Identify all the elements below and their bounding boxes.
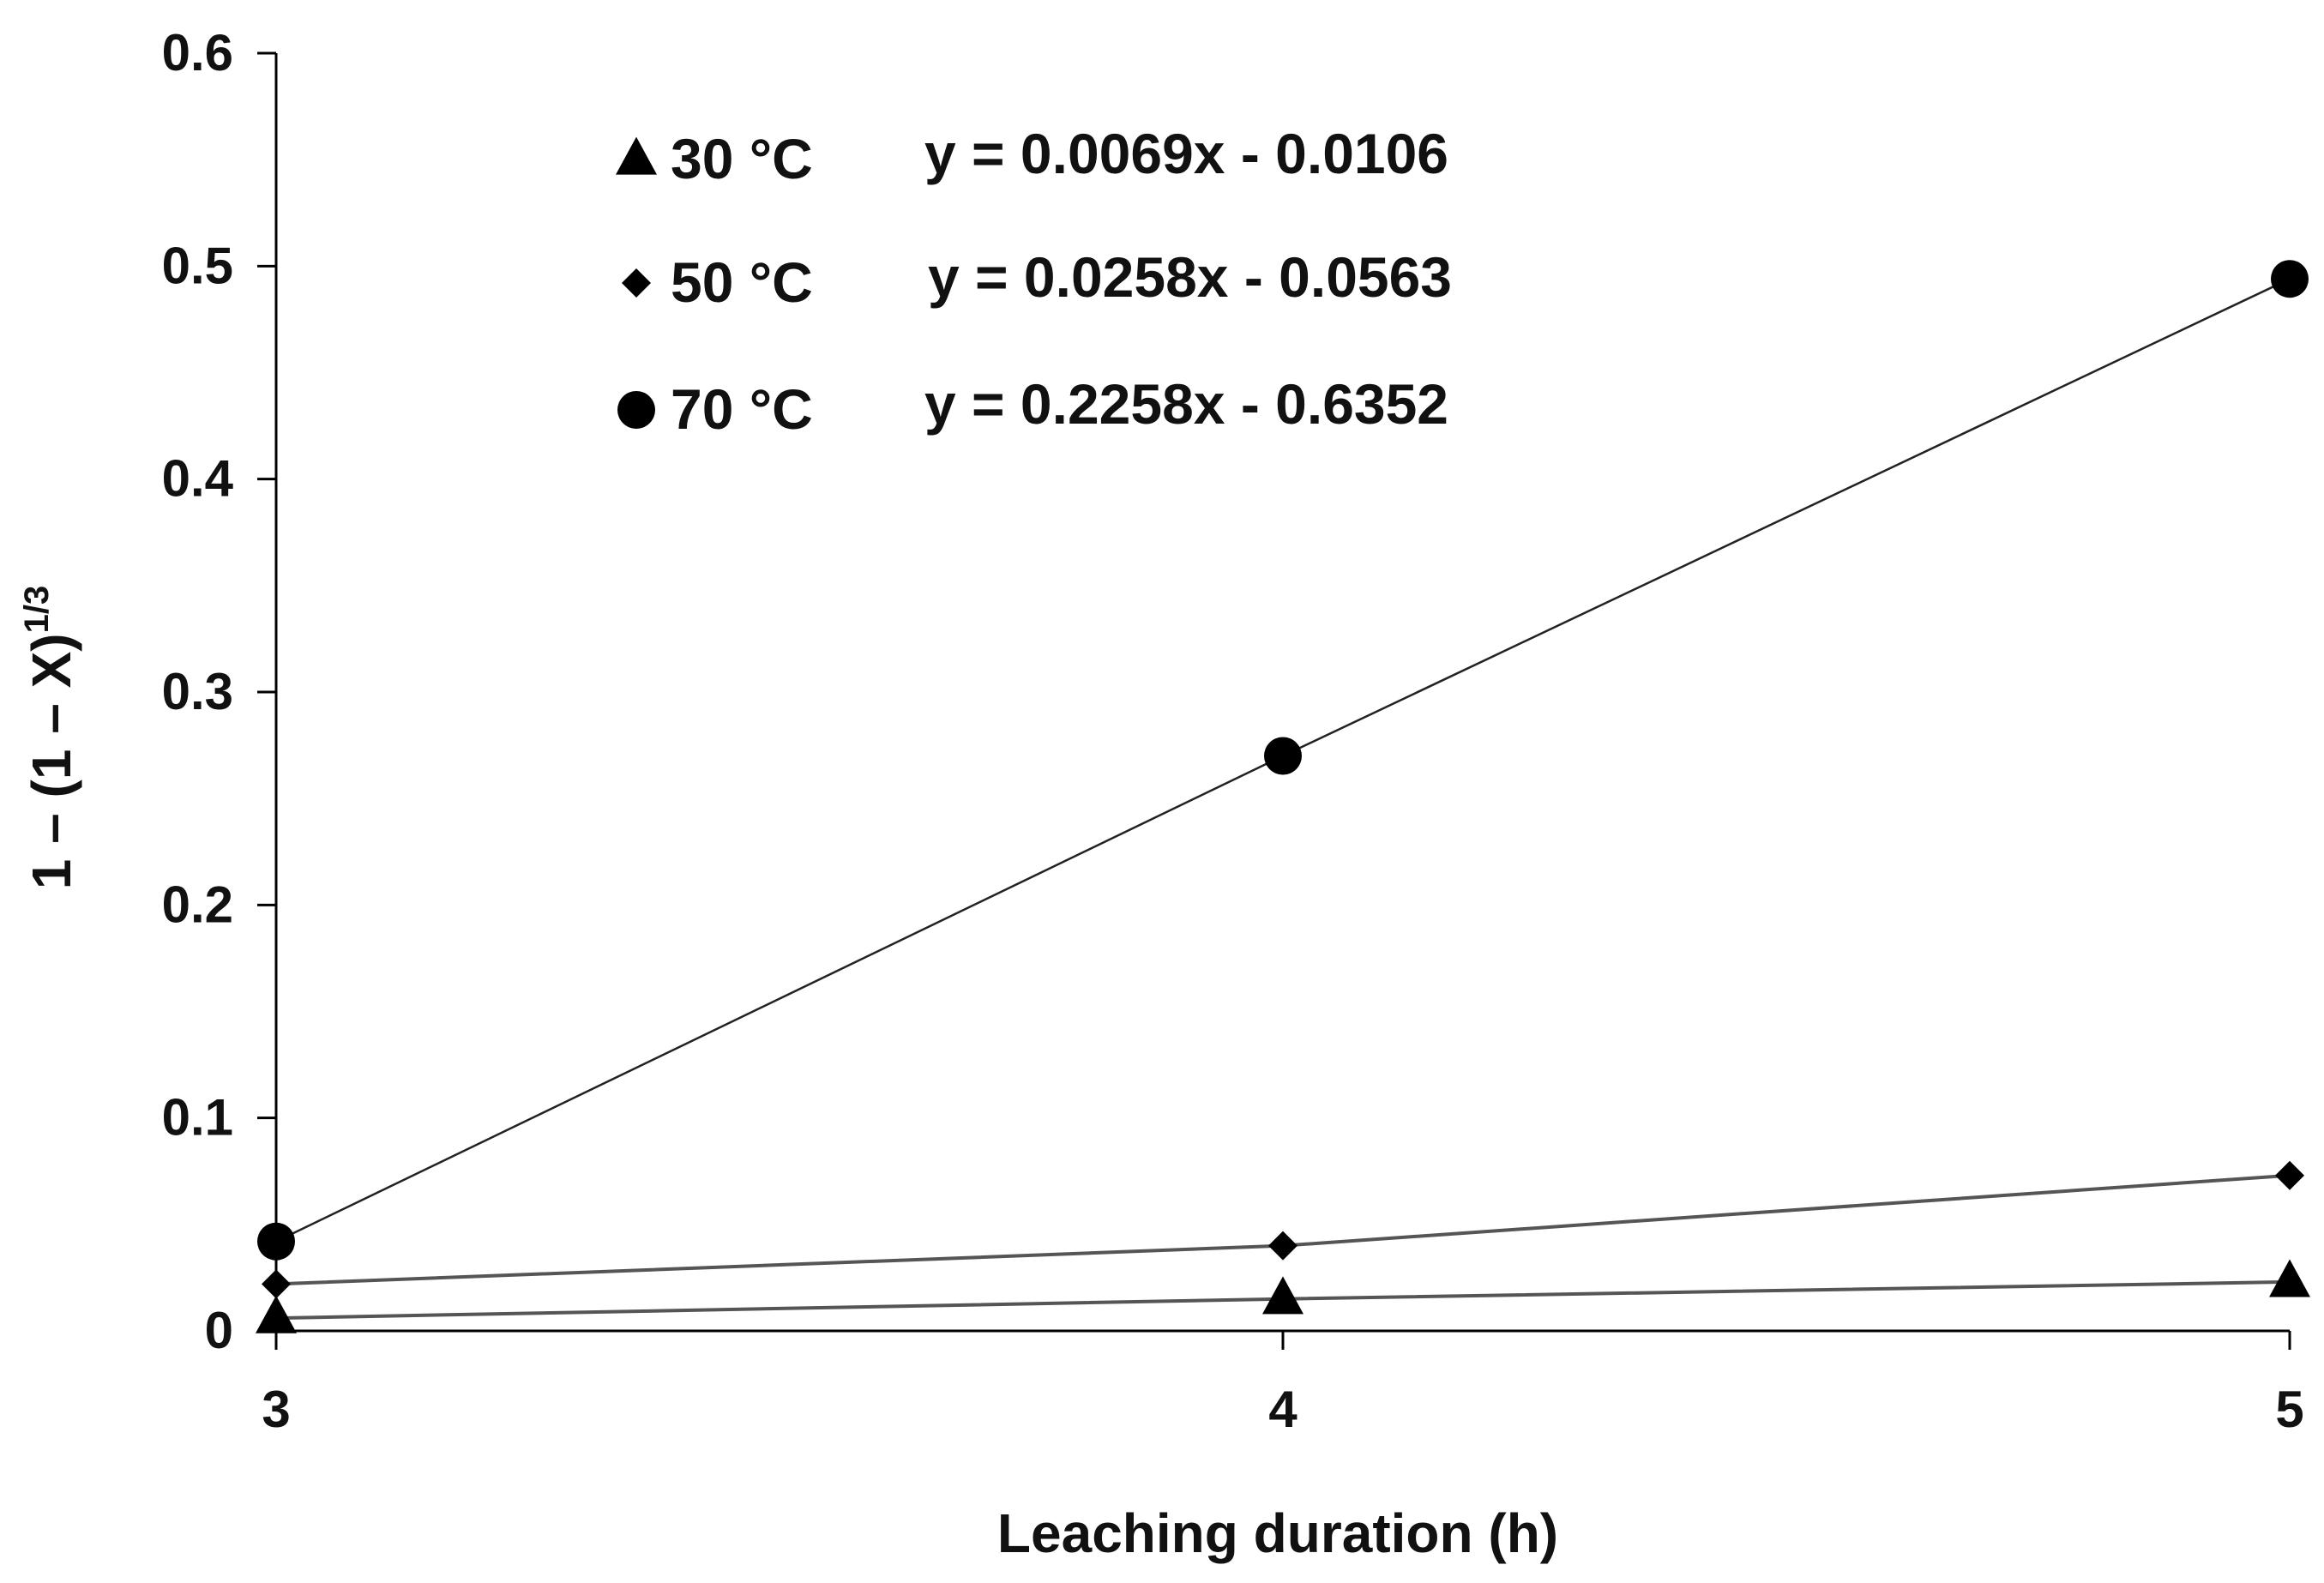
x-axis-label: Leaching duration (h) xyxy=(997,1502,1558,1564)
legend-marker-circle xyxy=(617,391,655,429)
legend-marker-triangle xyxy=(616,136,657,175)
legend-label: 50 °C xyxy=(671,250,813,314)
y-tick-label: 0.1 xyxy=(162,1089,233,1147)
y-tick-label: 0.4 xyxy=(162,450,234,508)
y-axis-label: 1 – (1 – X)1/3 xyxy=(18,586,82,889)
data-point-triangle xyxy=(1262,1276,1303,1315)
markers xyxy=(256,260,2310,1333)
y-tick-label: 0.6 xyxy=(162,24,233,81)
trendline-equation: y = 0.0069x - 0.0106 xyxy=(924,122,1448,185)
x-tick-label: 3 xyxy=(262,1381,290,1438)
data-point-circle xyxy=(257,1222,295,1261)
legend-label: 30 °C xyxy=(671,127,813,190)
y-tick-label: 0.2 xyxy=(162,876,233,933)
data-point-triangle xyxy=(256,1295,297,1333)
y-tick-label: 0.5 xyxy=(162,237,233,294)
data-point-triangle xyxy=(2269,1259,2310,1297)
y-tick-label: 0.3 xyxy=(162,663,233,720)
data-point-circle xyxy=(1264,737,1302,775)
y-axis-label-main: 1 – (1 – X) xyxy=(21,633,82,889)
legend-label: 70 °C xyxy=(671,377,813,441)
legend-marker-diamond xyxy=(622,268,651,298)
ticks: 0 0.1 0.2 0.3 0.4 0.5 0.6 3 4 5 xyxy=(162,24,2304,1438)
data-point-diamond xyxy=(1268,1231,1297,1261)
data-point-diamond xyxy=(262,1269,291,1299)
y-axis-label-superscript: 1/3 xyxy=(18,586,56,634)
x-tick-label: 4 xyxy=(1268,1381,1297,1438)
trendline-equation: y = 0.0258x - 0.0563 xyxy=(928,245,1452,309)
y-tick-label: 0 xyxy=(205,1302,233,1359)
series-line-diamond xyxy=(275,1173,2291,1286)
trendline-equation: y = 0.2258x - 0.6352 xyxy=(924,372,1448,436)
legend: 30 °C y = 0.0069x - 0.0106 50 °C y = 0.0258… xyxy=(616,122,1452,441)
data-point-circle xyxy=(2271,260,2309,298)
data-point-diamond xyxy=(2275,1160,2304,1190)
x-tick-label: 5 xyxy=(2275,1381,2303,1438)
